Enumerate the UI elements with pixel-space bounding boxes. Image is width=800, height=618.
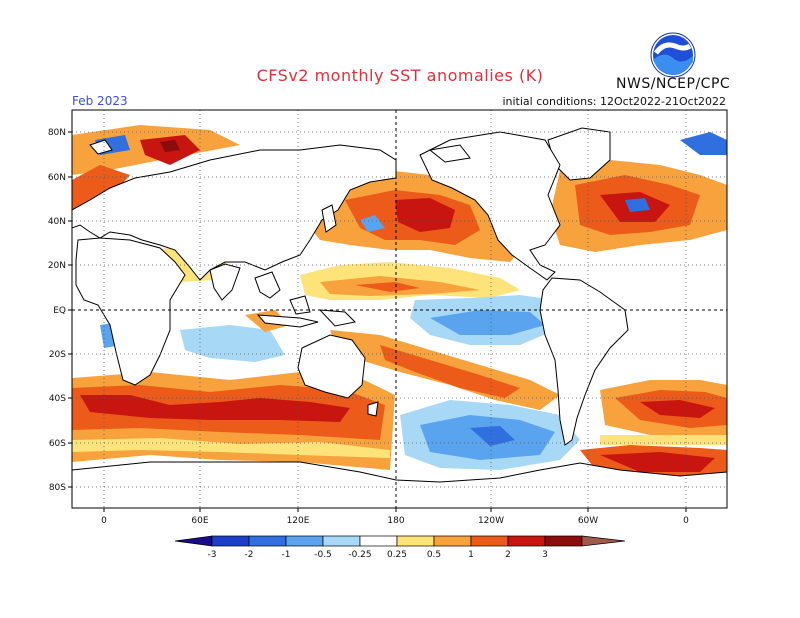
map-title: CFSv2 monthly SST anomalies (K): [256, 66, 544, 85]
colorbar-swatch: [396, 535, 435, 547]
axis-ticks: [68, 131, 687, 512]
lon-label: 60E: [191, 516, 208, 526]
colorbar-label: -0.5: [314, 550, 332, 560]
lon-label: 180: [387, 516, 404, 526]
map-frame: [71, 109, 728, 509]
sst-anomaly-field: [72, 110, 727, 508]
colorbar-swatch: [211, 535, 250, 547]
colorbar-swatch: [433, 535, 472, 547]
colorbar-label: -1: [282, 550, 291, 560]
colorbar-label: 0.5: [427, 550, 441, 560]
colorbar-swatch: [359, 535, 398, 547]
colorbar-label: -0.25: [348, 550, 371, 560]
lat-label: 80N: [48, 128, 66, 138]
colorbar-swatch: [322, 535, 361, 547]
initial-conditions-label: initial conditions: 12Oct2022-21Oct2022: [502, 95, 726, 108]
colorbar-swatch: [248, 535, 287, 547]
lat-label: 60S: [49, 439, 66, 449]
colorbar-swatch: [544, 535, 583, 547]
lon-label: 0: [683, 516, 689, 526]
lat-label: 20N: [48, 261, 66, 271]
lat-label: EQ: [53, 306, 66, 316]
lat-label: 40N: [48, 217, 66, 227]
colorbar: [174, 535, 626, 547]
colorbar-swatch: [507, 535, 546, 547]
lon-label: 120E: [287, 516, 310, 526]
colorbar-label: -3: [208, 550, 217, 560]
colorbar-swatch: [581, 535, 626, 547]
colorbar-label: 1: [468, 550, 474, 560]
reference-lines: [72, 110, 727, 508]
colorbar-label: 2: [505, 550, 511, 560]
colorbar-swatch: [470, 535, 509, 547]
lat-label: 60N: [48, 173, 66, 183]
lat-label: 20S: [49, 350, 66, 360]
lat-lon-grid: [72, 110, 727, 508]
noaa-logo-icon: [650, 32, 696, 78]
colorbar-swatch: [174, 535, 213, 547]
lat-label: 80S: [49, 483, 66, 493]
lon-label: 60W: [578, 516, 598, 526]
lat-label: 40S: [49, 394, 66, 404]
colorbar-label: 3: [542, 550, 548, 560]
agency-label: NWS/NCEP/CPC: [616, 76, 731, 92]
continent-outlines: [72, 127, 727, 508]
colorbar-label: 0.25: [387, 550, 407, 560]
latitude-labels: 80N 60N 40N 20N EQ 20S 40S 60S 80S: [48, 128, 66, 493]
valid-month-label: Feb 2023: [72, 94, 128, 108]
lon-label: 0: [101, 516, 107, 526]
colorbar-labels: -3 -2 -1 -0.5 -0.25 0.25 0.5 1 2 3: [208, 550, 548, 560]
longitude-labels: 0 60E 120E 180 120W 60W 0: [101, 516, 689, 526]
lon-label: 120W: [478, 516, 504, 526]
colorbar-swatch: [285, 535, 324, 547]
colorbar-label: -2: [245, 550, 254, 560]
